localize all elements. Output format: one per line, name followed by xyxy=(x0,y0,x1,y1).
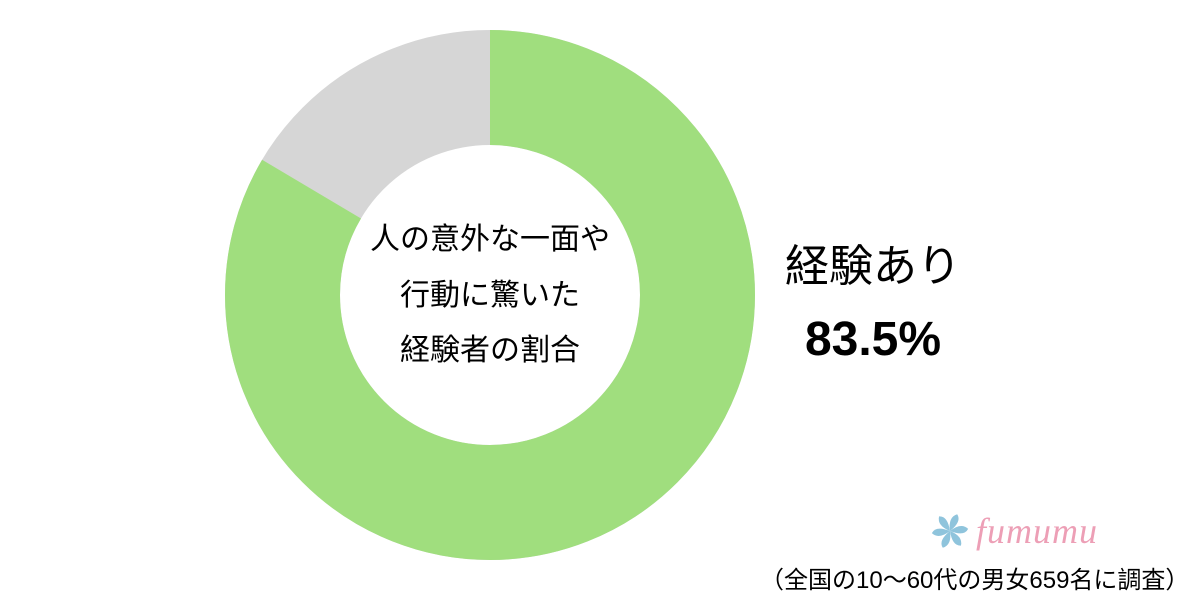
logo-text: fumumu xyxy=(976,510,1098,552)
side-label-value: 83.5% xyxy=(785,312,961,367)
donut-center-line: 人の意外な一面や xyxy=(370,212,610,268)
survey-footnote: （全国の10～60代の男女659名に調査） xyxy=(760,560,1189,595)
side-label-title: 経験あり xyxy=(785,230,961,294)
donut-center-text: 人の意外な一面や行動に驚いた経験者の割合 xyxy=(370,212,610,379)
side-label: 経験あり 83.5% xyxy=(785,230,961,367)
donut-center-line: 行動に驚いた xyxy=(370,267,610,323)
flower-icon xyxy=(930,511,970,551)
chart-stage: 人の意外な一面や行動に驚いた経験者の割合 経験あり 83.5% fumumu （… xyxy=(0,0,1200,600)
donut-chart: 人の意外な一面や行動に驚いた経験者の割合 xyxy=(225,30,755,560)
donut-center-line: 経験者の割合 xyxy=(370,323,610,379)
brand-logo: fumumu xyxy=(930,510,1098,552)
